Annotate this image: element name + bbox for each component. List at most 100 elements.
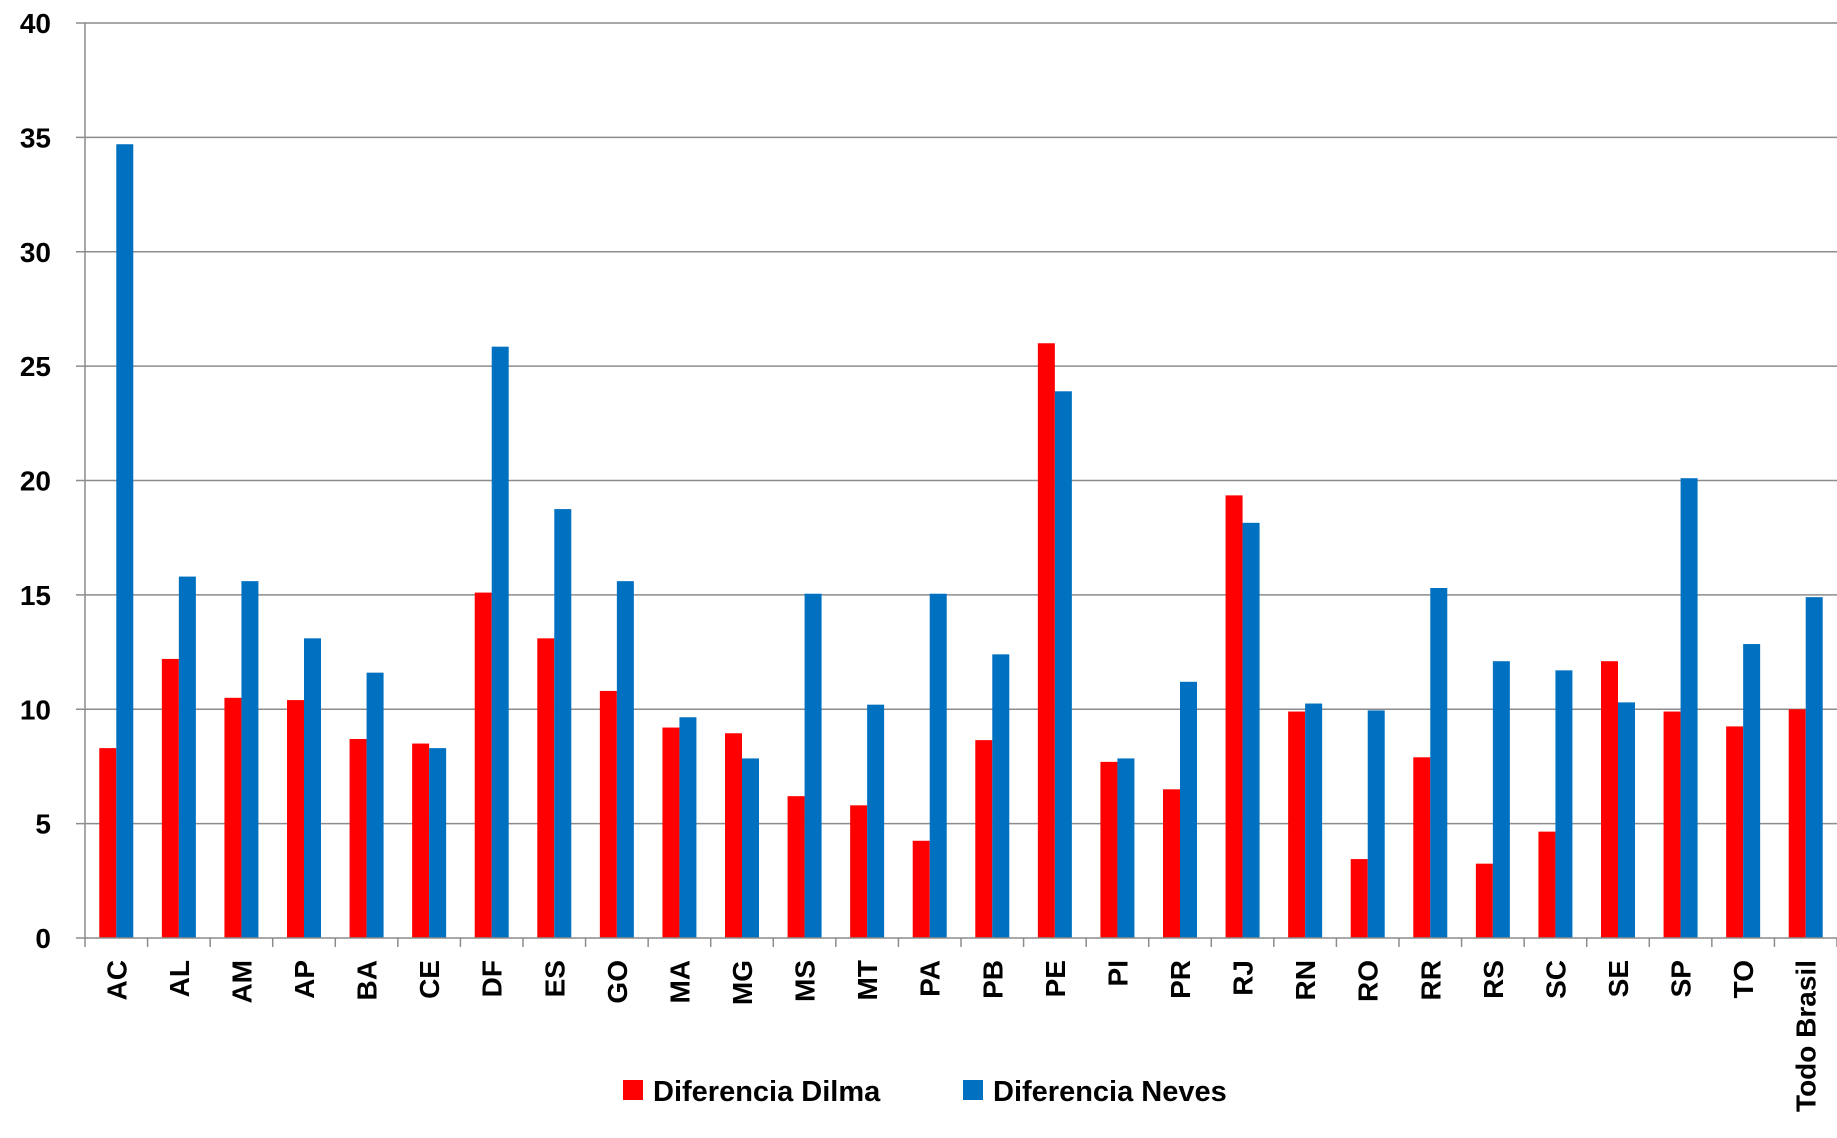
legend-swatch-dilma [623,1080,643,1100]
x-tick-label: AP [289,960,320,999]
bar-neves-ma [679,717,697,938]
bar-dilma-ma [662,727,680,938]
bar-neves-ba [366,672,384,938]
x-tick-label: PB [977,960,1008,999]
x-tick-label: GO [602,960,633,1004]
bar-neves-al [178,576,196,938]
bar-dilma-go [599,690,617,938]
bar-neves-rn [1305,703,1323,938]
x-tick-label: SP [1666,960,1697,997]
bar-dilma-am [224,697,242,938]
bar-neves-se [1618,702,1635,938]
bar-dilma-pr [1163,789,1180,938]
legend-label-dilma: Diferencia Dilma [653,1076,881,1108]
y-tick-label: 0 [35,923,51,954]
y-tick-label: 35 [20,122,51,153]
x-tick-label: RN [1290,960,1321,1000]
bar-dilma-ro [1350,859,1368,938]
bar-neves-am [241,581,259,938]
bar-dilma-sc [1538,831,1556,938]
legend: Diferencia Dilma Diferencia Neves [623,1076,1227,1108]
x-tick-label: ES [539,960,570,997]
gridlines [85,22,1837,825]
bar-neves-to [1743,644,1761,938]
bar-neves-ce [429,748,447,938]
x-tick-label: MS [790,960,821,1002]
bar-dilma-pb [975,740,993,938]
x-tick-label: AL [164,960,195,997]
bar-dilma-pa [912,840,930,938]
x-tick-label: SE [1603,960,1634,997]
y-axis-tick-labels: 0 5 10 15 20 25 30 35 40 [20,8,51,954]
bar-dilma-rj [1225,495,1243,938]
bar-neves-ac [116,144,134,939]
y-tick-label: 30 [20,237,51,268]
bar-dilma-ac [99,748,117,938]
bar-dilma-pi [1100,761,1118,938]
bar-dilma-mg [725,733,742,938]
bar-neves-rj [1242,522,1260,938]
bar-neves-rs [1492,661,1510,938]
bar-neves-ro [1367,710,1385,938]
bar-neves-go [616,581,634,938]
axes [76,22,1837,947]
bar-dilma-ba [349,738,367,938]
bar-neves-mt [867,704,885,938]
bar-dilma-rs [1475,863,1493,938]
x-tick-label: PR [1165,960,1196,999]
x-tick-label: MG [727,960,758,1005]
x-axis-tick-labels: AC AL AM AP BA CE DF ES GO MA MG MS MT PA PB PE PI PR RJ RN… [101,960,1821,1112]
bar-dilma-mt [850,805,868,938]
y-tick-label: 20 [20,466,51,497]
bar-neves-pr [1180,681,1197,938]
x-tick-label: SC [1540,960,1571,999]
y-tick-label: 40 [20,8,51,39]
bar-dilma-ce [412,743,430,938]
bar-dilma-ap [287,700,304,938]
y-tick-label: 10 [20,694,51,725]
bar-neves-sp [1680,478,1698,938]
bar-dilma-todo-brasil [1788,709,1806,938]
x-tick-label: TO [1728,960,1759,998]
x-tick-label: RO [1353,960,1384,1002]
x-tick-label: DF [477,960,508,997]
legend-swatch-neves [963,1080,983,1100]
x-tick-label: BA [352,960,383,1000]
bar-dilma-pe [1037,343,1055,938]
bar-neves-ms [804,593,822,938]
bar-neves-ap [304,638,321,938]
x-tick-label: Todo Brasil [1791,960,1822,1112]
x-tick-label: RJ [1228,960,1259,996]
x-tick-label: CE [414,960,445,999]
x-tick-label: AM [226,960,257,1004]
bar-dilma-ms [787,796,805,938]
x-tick-label: PI [1102,960,1133,986]
y-tick-label: 25 [20,351,51,382]
x-tick-label: AC [101,960,132,1000]
bar-neves-df [491,346,509,938]
legend-label-neves: Diferencia Neves [993,1076,1227,1108]
x-tick-label: RS [1478,960,1509,999]
bar-dilma-rr [1413,757,1431,938]
bar-neves-pe [1054,391,1072,939]
bar-neves-es [554,509,572,938]
bar-neves-pa [929,593,947,938]
x-tick-label: MT [852,960,883,1000]
x-tick-label: MA [664,960,695,1004]
bar-neves-rr [1430,588,1448,938]
x-tick-label: PA [915,960,946,997]
bar-dilma-es [537,638,555,938]
bar-dilma-al [161,658,179,938]
bar-neves-pi [1117,758,1135,938]
bar-dilma-df [474,592,492,938]
bar-dilma-se [1601,661,1618,938]
y-tick-label: 5 [35,809,51,840]
bar-dilma-to [1726,726,1744,938]
x-tick-label: PE [1040,960,1071,997]
bars [99,144,1823,939]
bar-neves-sc [1555,670,1573,938]
bar-dilma-rn [1288,711,1306,938]
bar-dilma-sp [1663,711,1681,938]
bar-neves-pb [992,654,1010,938]
